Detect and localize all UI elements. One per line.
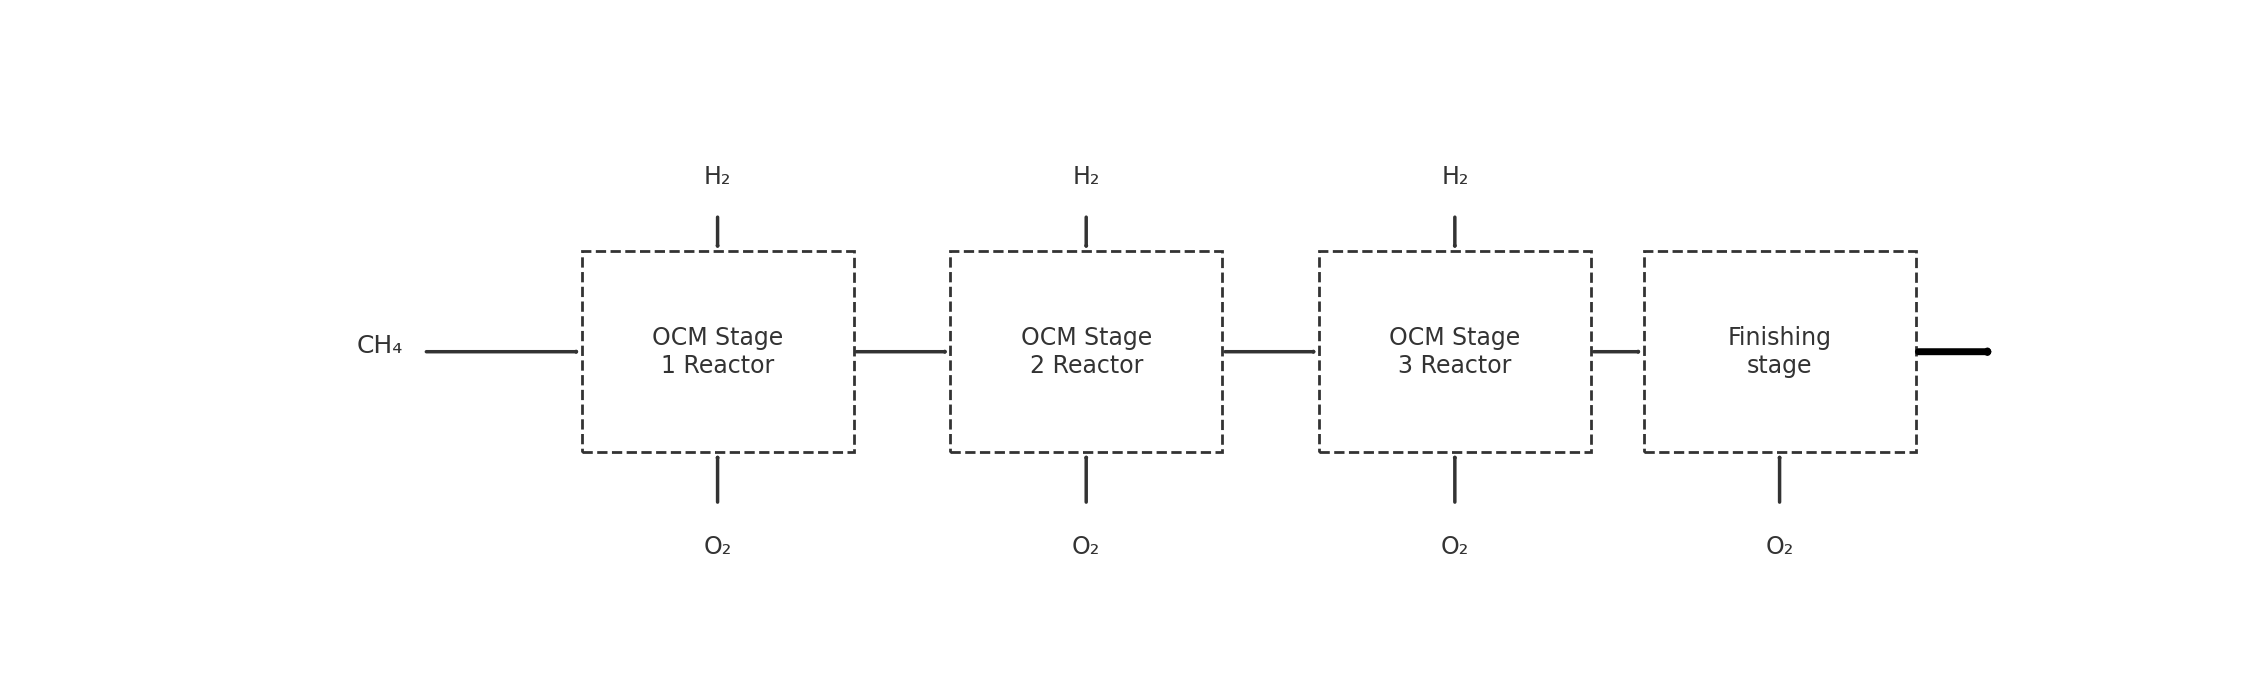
Text: O₂: O₂ — [1441, 535, 1470, 559]
Bar — [1318, 251, 1590, 452]
Bar — [1644, 251, 1916, 452]
Bar — [951, 251, 1223, 452]
Text: O₂: O₂ — [704, 535, 732, 559]
Text: H₂: H₂ — [704, 165, 732, 189]
Text: OCM Stage
3 Reactor: OCM Stage 3 Reactor — [1388, 326, 1520, 377]
Text: OCM Stage
2 Reactor: OCM Stage 2 Reactor — [1022, 326, 1153, 377]
Text: Finishing
stage: Finishing stage — [1728, 326, 1832, 377]
Text: CH₄: CH₄ — [356, 335, 403, 358]
Text: H₂: H₂ — [1074, 165, 1101, 189]
Text: OCM Stage
1 Reactor: OCM Stage 1 Reactor — [652, 326, 784, 377]
Text: O₂: O₂ — [1071, 535, 1101, 559]
Bar — [582, 251, 854, 452]
Text: H₂: H₂ — [1441, 165, 1468, 189]
Text: O₂: O₂ — [1764, 535, 1794, 559]
